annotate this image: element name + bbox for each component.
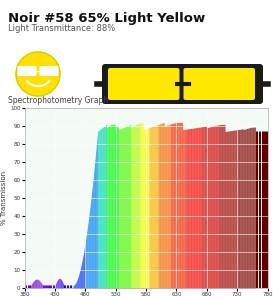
FancyBboxPatch shape [102, 64, 263, 104]
Text: Light Transmittance: 88%: Light Transmittance: 88% [8, 24, 115, 33]
Circle shape [16, 52, 60, 96]
FancyBboxPatch shape [18, 67, 36, 76]
Text: Noir #58 65% Light Yellow: Noir #58 65% Light Yellow [8, 12, 205, 25]
Text: Spectrophotometry Graph: Spectrophotometry Graph [8, 96, 108, 105]
FancyBboxPatch shape [40, 67, 58, 76]
FancyBboxPatch shape [183, 68, 255, 100]
Y-axis label: % Transmission: % Transmission [1, 171, 7, 225]
FancyBboxPatch shape [108, 68, 180, 100]
